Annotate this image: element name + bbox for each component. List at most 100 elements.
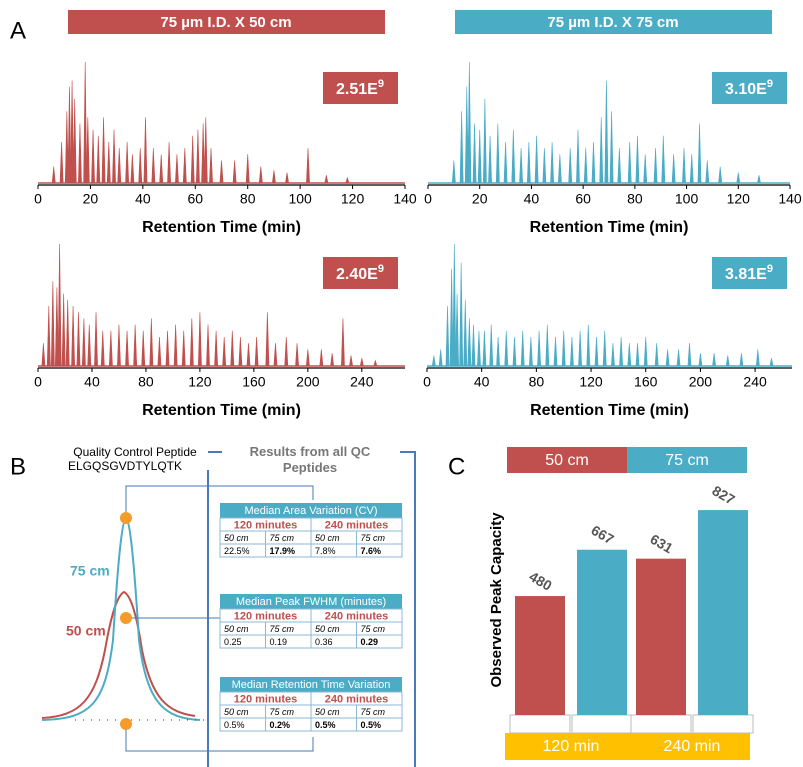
table-col: 75 cm [361, 624, 386, 634]
peak [203, 117, 208, 184]
intensity-base: 3.81E [725, 266, 767, 283]
peak [125, 330, 129, 367]
peak [635, 343, 640, 367]
qc-dot [120, 512, 132, 524]
peak [206, 324, 210, 367]
x-tick-label: 0 [34, 191, 42, 207]
value-label: 631 [648, 531, 676, 557]
peak [489, 324, 494, 367]
x-axis-label: Retention Time (min) [530, 219, 689, 236]
peak [222, 336, 227, 367]
x-tick-label: 40 [474, 374, 490, 390]
peak [157, 336, 162, 367]
legend-label: 75 cm [665, 452, 709, 469]
table-value: 7.8% [315, 546, 336, 556]
peak [665, 349, 670, 367]
peak [91, 129, 95, 184]
peak [643, 336, 648, 367]
value-label: 480 [527, 568, 555, 594]
header-text: 75 µm I.D. X 75 cm [547, 14, 678, 31]
peak [65, 299, 70, 367]
x-tick-label: 100 [675, 191, 699, 207]
qc-connectors [125, 451, 416, 767]
table-value: 0.5% [361, 720, 382, 730]
peak [586, 324, 591, 367]
peak [175, 154, 179, 184]
table-group: 120 minutes [234, 519, 298, 531]
x-tick-label: 40 [524, 191, 540, 207]
peak [438, 349, 443, 367]
peak [451, 160, 456, 184]
table-value: 0.5% [224, 720, 245, 730]
results-title: Results from all QC Peptides [249, 444, 371, 475]
peak [576, 129, 580, 184]
peak [96, 135, 101, 184]
peak [477, 129, 482, 184]
intensity-badge [323, 72, 398, 104]
peak [219, 160, 224, 184]
table-title: Median Peak FWHM (minutes) [236, 596, 386, 608]
peak [106, 141, 111, 184]
peak [117, 148, 122, 184]
peak [254, 336, 259, 367]
peak [305, 349, 310, 367]
peak [133, 324, 138, 367]
peak [459, 262, 464, 367]
peak [230, 330, 235, 367]
peak [265, 312, 270, 367]
peak [59, 141, 64, 184]
peak [482, 330, 487, 367]
peak [76, 312, 81, 367]
peak [569, 336, 574, 367]
peak [496, 336, 501, 367]
peak [238, 336, 243, 367]
peak [769, 358, 774, 367]
peak [271, 170, 276, 184]
results-title-box: Results from all QC Peptides [249, 444, 371, 475]
x-tick-label: 20 [83, 191, 99, 207]
x-tick-label: 160 [634, 374, 658, 390]
peak [57, 243, 62, 367]
bracket [400, 451, 416, 767]
peak [445, 305, 450, 367]
peak [619, 336, 624, 367]
intensity-label: 3.81E9 [725, 263, 773, 283]
peak [117, 324, 121, 367]
x-tick-label: 120 [727, 191, 751, 207]
peak [195, 129, 200, 184]
peak [78, 123, 82, 184]
peak [755, 349, 760, 367]
base-cell [630, 714, 692, 734]
legend-swatch [627, 447, 747, 473]
table-value: 0.29 [361, 637, 379, 647]
table-title-bar [220, 503, 402, 518]
panel-label: A [10, 17, 26, 44]
peak [182, 148, 187, 184]
peak [488, 135, 492, 184]
peak [697, 123, 702, 184]
x-tick-label: 140 [393, 191, 417, 207]
peak [349, 355, 353, 367]
base-cell [571, 714, 633, 734]
table-value: 0.2% [270, 720, 291, 730]
peak [464, 86, 469, 184]
peak [725, 355, 730, 367]
x-tick-label: 60 [575, 191, 591, 207]
peak [167, 141, 171, 184]
intensity-badge [712, 257, 787, 289]
table-value: 7.6% [361, 546, 382, 556]
peak [273, 343, 278, 367]
peak [108, 330, 113, 367]
peak [561, 330, 566, 367]
peak [143, 117, 148, 184]
peak [472, 123, 477, 184]
table-col: 50 cm [315, 533, 340, 543]
header-text: 75 µm I.D. X 50 cm [160, 14, 291, 31]
peak [141, 330, 146, 367]
intensity-label: 2.51E9 [336, 78, 384, 98]
bar [515, 596, 565, 715]
x-axis-label: Retention Time (min) [530, 402, 689, 419]
x-tick-label: 120 min [543, 738, 600, 755]
x-tick-label: 0 [424, 191, 432, 207]
